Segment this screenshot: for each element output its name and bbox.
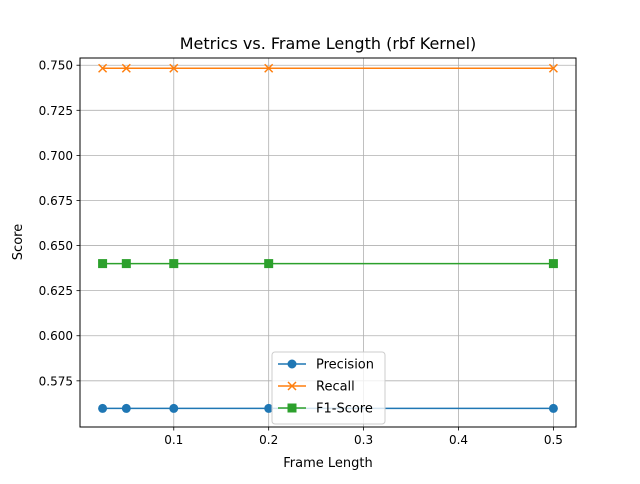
series-layer <box>98 63 558 413</box>
y-tick-label: 0.625 <box>39 284 73 298</box>
x-tick-label: 0.3 <box>354 433 373 447</box>
y-tick-label: 0.575 <box>39 374 73 388</box>
x-tick-label: 0.2 <box>259 433 278 447</box>
y-tick-label: 0.650 <box>39 239 73 253</box>
plot-frame <box>79 57 577 428</box>
x-tick-label: 0.1 <box>164 433 183 447</box>
y-tick-label: 0.750 <box>39 59 73 73</box>
data-point-f1-score <box>98 259 108 269</box>
y-tick-label: 0.700 <box>39 149 73 163</box>
data-point-f1-score <box>548 259 558 269</box>
data-point-recall <box>264 63 274 73</box>
data-point-precision <box>548 403 558 413</box>
y-tick-label: 0.725 <box>39 104 73 118</box>
data-point-precision <box>264 403 274 413</box>
legend-box <box>271 351 386 425</box>
data-point-f1-score <box>169 259 179 269</box>
legend: Precision Recall F1-Score <box>271 351 386 425</box>
legend-entry-precision: Precision <box>278 358 374 373</box>
data-point-f1-score <box>121 259 131 269</box>
data-point-precision <box>121 403 131 413</box>
x-marker-stroke <box>264 63 274 73</box>
legend-entry-f1-score: F1-Score <box>278 402 373 417</box>
x-marker-stroke <box>169 63 179 73</box>
x-marker-stroke <box>548 63 558 73</box>
data-point-precision <box>169 403 179 413</box>
y-tick-label: 0.675 <box>39 194 73 208</box>
x-tick-label: 0.4 <box>449 433 468 447</box>
chart-title: Metrics vs. Frame Length (rbf Kernel) <box>180 34 477 53</box>
legend-marker-precision <box>287 359 297 369</box>
x-tick-label: 0.5 <box>544 433 563 447</box>
x-marker-stroke <box>287 381 297 391</box>
data-point-recall <box>548 63 558 73</box>
data-point-recall <box>169 63 179 73</box>
legend-marker-f1-score <box>287 403 297 413</box>
y-tick-label: 0.600 <box>39 329 73 343</box>
grid-lines <box>80 58 576 427</box>
series-f1-score <box>98 259 558 269</box>
series-recall <box>98 63 558 73</box>
legend-label-f1-score: F1-Score <box>316 402 373 417</box>
x-marker-stroke <box>98 63 108 73</box>
data-point-recall <box>98 63 108 73</box>
data-point-recall <box>121 63 131 73</box>
legend-marker-recall <box>287 381 297 391</box>
x-axis-label: Frame Length <box>283 456 372 471</box>
axis-ticks: 0.1 0.2 0.3 0.4 0.5 0.575 0.600 0.625 0.650 0.675… <box>39 59 563 447</box>
y-axis-label: Score <box>11 224 26 260</box>
legend-label-recall: Recall <box>316 380 355 395</box>
data-point-f1-score <box>264 259 274 269</box>
legend-entry-recall: Recall <box>278 380 355 395</box>
data-point-precision <box>98 403 108 413</box>
legend-label-precision: Precision <box>316 358 374 373</box>
x-marker-stroke <box>121 63 131 73</box>
